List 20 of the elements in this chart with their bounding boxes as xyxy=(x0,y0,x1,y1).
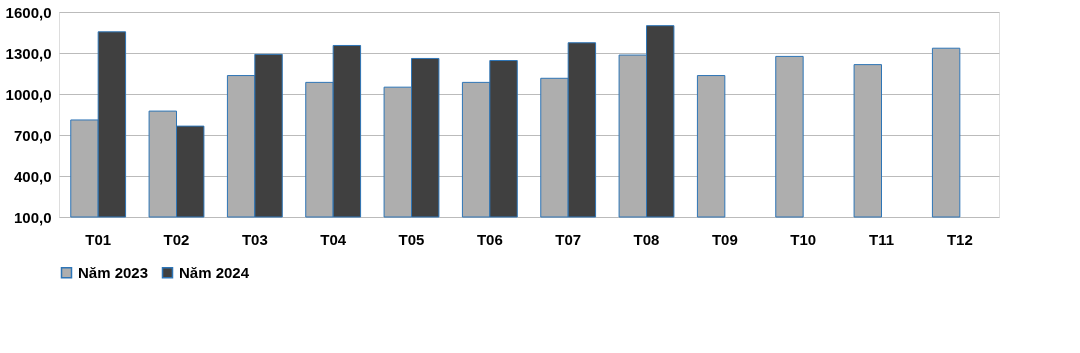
x-tick-label: T12 xyxy=(946,230,973,248)
x-tick-label: T11 xyxy=(868,230,895,248)
x-tick-label: T04 xyxy=(320,230,347,248)
x-tick-label: T01 xyxy=(85,230,112,248)
x-tick-label: T09 xyxy=(711,230,738,248)
y-tick-label: 1600,0 xyxy=(5,3,52,21)
y-tick-label: 400,0 xyxy=(13,167,52,185)
legend-label: Năm 2024 xyxy=(179,263,250,281)
x-tick-label: T03 xyxy=(241,230,268,248)
y-tick-label: 1300,0 xyxy=(5,44,52,62)
y-tick-label: 1000,0 xyxy=(5,85,52,103)
y-tick-label: 100,0 xyxy=(13,208,52,226)
x-tick-label: T10 xyxy=(790,230,817,248)
x-tick-label: T06 xyxy=(476,230,503,248)
x-tick-label: T08 xyxy=(633,230,660,248)
legend-label: Năm 2023 xyxy=(78,263,149,281)
x-tick-label: T05 xyxy=(398,230,425,248)
x-tick-label: T07 xyxy=(555,230,582,248)
y-tick-label: 700,0 xyxy=(13,126,52,144)
x-tick-label: T02 xyxy=(163,230,190,248)
